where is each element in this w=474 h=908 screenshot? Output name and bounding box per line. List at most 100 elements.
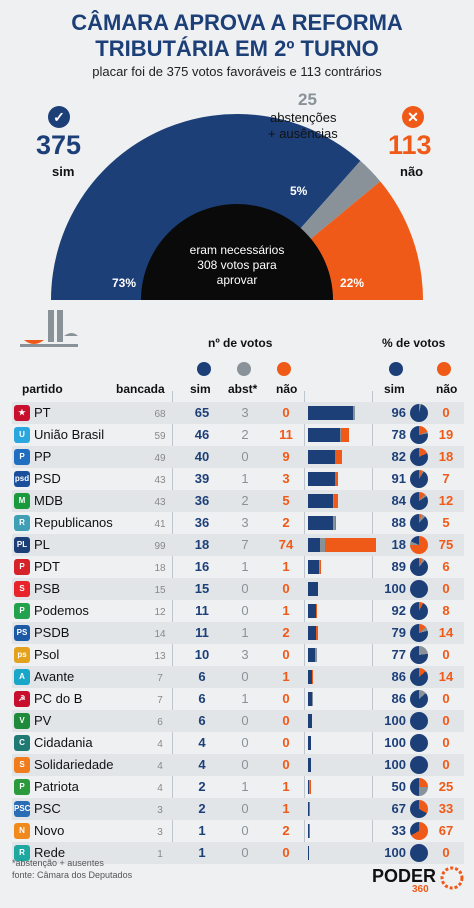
bar-segment-sim	[308, 780, 310, 794]
party-logo-icon: A	[14, 669, 30, 685]
party-logo-icon: PL	[14, 537, 30, 553]
pct-nao: 0	[442, 691, 450, 706]
pct-header: % de votos	[382, 336, 446, 350]
pct-nao-label: 22%	[340, 276, 365, 290]
bar-segment-sim	[308, 824, 309, 838]
votes-nao: 0	[282, 405, 290, 420]
bar-segment-nao	[340, 428, 349, 442]
table-row: ☭ PC do B 7 6 1 0 86 0	[12, 688, 464, 710]
pct-sim: 18	[391, 537, 406, 552]
votes-nao: 9	[282, 449, 290, 464]
pct-sim: 100	[384, 845, 406, 860]
pct-pie	[410, 426, 428, 444]
party-name: PV	[34, 713, 52, 728]
abs-label-1: abstenções	[270, 110, 337, 125]
party-name: PSC	[34, 801, 61, 816]
divider-left	[172, 391, 173, 851]
votes-sim: 11	[195, 625, 209, 640]
bar-segment-sim	[308, 450, 336, 464]
party-logo-icon: P	[14, 449, 30, 465]
brand-sub: 360	[412, 884, 429, 895]
votes-sim: 6	[198, 713, 206, 728]
pct-nao: 14	[438, 625, 454, 640]
votes-nao: 0	[282, 691, 290, 706]
table-row: S Solidariedade 4 4 0 0 100 0	[12, 754, 464, 776]
table-row: A Avante 7 6 0 1 86 14	[12, 666, 464, 688]
party-seats: 7	[157, 695, 163, 706]
stacked-bar	[308, 604, 376, 618]
brand-name: PODER	[372, 866, 437, 886]
votes-abs: 1	[241, 691, 249, 706]
pct-sim: 33	[391, 823, 406, 838]
party-seats: 68	[154, 409, 166, 420]
bar-segment-nao	[319, 560, 321, 574]
stacked-bar	[308, 626, 376, 640]
votes-nao: 3	[282, 471, 290, 486]
party-name: PP	[34, 449, 52, 464]
bar-segment-abs	[320, 538, 326, 552]
votes-sim: 10	[194, 647, 210, 662]
pct-sim: 84	[391, 493, 406, 508]
pct-nao: 0	[442, 757, 450, 772]
col-header-seats: bancada	[116, 382, 165, 396]
table-row: ★ PT 68 65 3 0 96 0	[12, 402, 464, 424]
table-row: R Republicanos 41 36 3 2 88 5	[12, 512, 464, 534]
table-row: S PSB 15 15 0 0 100 0	[12, 578, 464, 600]
party-seats: 3	[157, 827, 163, 838]
bar-segment-sim	[308, 472, 335, 486]
party-seats: 12	[154, 607, 166, 618]
col-header-nao: não	[276, 382, 298, 396]
votes-sim: 36	[194, 493, 210, 508]
stacked-bar	[308, 670, 376, 684]
x-icon: ✕	[402, 106, 424, 128]
table-row: P PDT 18 16 1 1 89 6	[12, 556, 464, 578]
pct-nao: 14	[438, 669, 454, 684]
votes-abs: 3	[241, 405, 249, 420]
votes-abs: 0	[241, 757, 249, 772]
pct-nao: 19	[438, 427, 454, 442]
votes-nao: 0	[282, 735, 290, 750]
votes-nao: 0	[282, 647, 290, 662]
party-seats: 59	[154, 431, 166, 442]
subtitle: placar foi de 375 votos favoráveis e 113…	[92, 64, 382, 79]
sim-count: 375	[36, 130, 82, 160]
pct-nao: 18	[438, 449, 454, 464]
table-row: P PP 49 40 0 9 82 18	[12, 446, 464, 468]
votes-abs: 3	[241, 515, 249, 530]
pct-sim-label: 73%	[112, 276, 137, 290]
party-seats: 43	[154, 475, 166, 486]
pct-sim: 91	[391, 471, 406, 486]
party-logo-icon: PSC	[14, 801, 30, 817]
party-logo-icon: S	[14, 757, 30, 773]
needed-text-3: aprovar	[216, 273, 258, 287]
party-logo-icon: ps	[14, 647, 30, 663]
pct-sim: 100	[384, 581, 406, 596]
table-row: P Podemos 12 11 0 1 92 8	[12, 600, 464, 622]
votes-abs: 7	[241, 537, 249, 552]
bar-segment-sim	[308, 428, 340, 442]
pct-nao: 6	[442, 559, 450, 574]
votes-sim: 6	[198, 691, 206, 706]
pct-pie	[410, 712, 428, 730]
bar-segment-nao	[315, 604, 317, 618]
pct-sim: 78	[391, 427, 406, 442]
pct-sim: 100	[384, 757, 406, 772]
pct-nao: 33	[438, 801, 454, 816]
party-name: Rede	[34, 845, 66, 860]
party-logo-icon: V	[14, 713, 30, 729]
pct-pie	[410, 602, 428, 620]
stacked-bar	[308, 472, 376, 486]
votes-abs: 0	[241, 735, 249, 750]
party-seats: 4	[157, 761, 163, 772]
bar-segment-abs	[314, 648, 317, 662]
party-name: Solidariedade	[34, 757, 114, 772]
page-title: CÂMARA APROVA A REFORMA TRIBUTÁRIA EM 2º…	[0, 10, 474, 62]
pct-nao: 5	[442, 515, 450, 530]
votes-sim: 1	[198, 823, 206, 838]
votes-sim: 18	[194, 537, 210, 552]
stacked-bar	[308, 780, 376, 794]
votes-abs: 1	[241, 559, 249, 574]
party-logo-icon: psd	[14, 471, 30, 487]
bar-segment-nao	[308, 824, 311, 838]
bar-segment-sim	[308, 494, 333, 508]
